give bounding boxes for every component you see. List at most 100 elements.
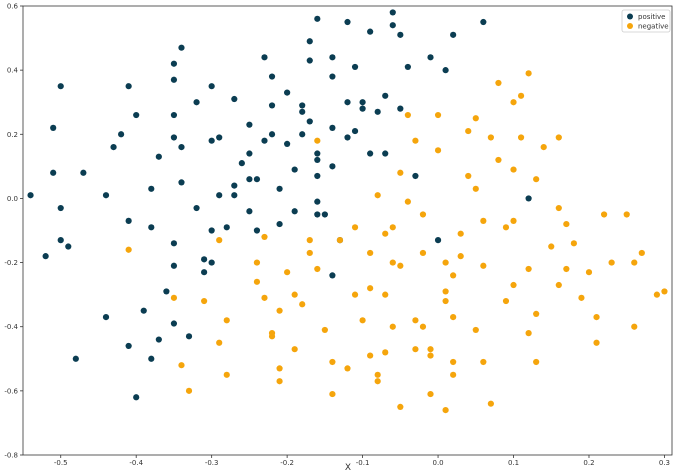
point-positive [185, 333, 193, 340]
point-negative [434, 147, 442, 154]
point-positive [261, 137, 268, 144]
point-negative [533, 176, 540, 183]
point-positive [389, 22, 396, 29]
point-negative [600, 211, 608, 218]
point-positive [201, 269, 208, 276]
point-positive [389, 9, 396, 16]
point-positive [480, 18, 487, 26]
point-negative [563, 220, 570, 228]
point-positive [231, 182, 238, 189]
point-positive [140, 307, 147, 314]
point-positive [57, 237, 64, 244]
point-negative [419, 211, 427, 218]
point-negative [525, 330, 532, 337]
point-negative [465, 127, 472, 135]
legend-marker-negative [627, 23, 633, 29]
point-positive [525, 195, 532, 202]
point-negative [487, 400, 494, 407]
point-positive [314, 156, 321, 164]
point-negative [578, 294, 585, 301]
point-positive [155, 153, 162, 160]
point-positive [42, 253, 49, 260]
point-positive [299, 102, 306, 109]
point-positive [291, 166, 298, 173]
point-negative [457, 253, 464, 260]
point-negative [472, 185, 479, 192]
point-positive [208, 227, 215, 234]
point-positive [268, 102, 276, 109]
point-positive [268, 73, 276, 80]
point-positive [261, 54, 268, 61]
point-negative [329, 358, 336, 366]
legend: positive negative [621, 9, 671, 33]
point-negative [555, 134, 562, 141]
point-positive [50, 169, 57, 176]
legend-marker-positive [627, 13, 633, 20]
point-positive [65, 243, 72, 250]
x-tick-label: -0.5 [54, 459, 68, 467]
point-positive [404, 63, 411, 71]
y-tick-label: 0.2 [7, 131, 18, 139]
plot-frame [22, 5, 673, 456]
point-positive [148, 355, 155, 362]
point-positive [299, 108, 306, 115]
point-negative [321, 326, 328, 334]
point-negative [638, 249, 645, 257]
x-tick-label: 0.3 [659, 459, 670, 467]
point-negative [374, 192, 381, 199]
point-negative [510, 217, 517, 224]
y-tick-label: -0.8 [4, 452, 18, 460]
point-positive [102, 313, 110, 321]
point-positive [208, 83, 215, 90]
point-negative [465, 172, 472, 180]
point-positive [133, 111, 140, 119]
point-negative [555, 281, 562, 289]
point-negative [472, 326, 479, 334]
point-negative [480, 262, 487, 269]
point-negative [216, 237, 223, 244]
point-negative [570, 240, 577, 247]
point-negative [389, 224, 396, 231]
point-negative [585, 269, 593, 276]
point-negative [412, 346, 419, 353]
point-negative [608, 259, 615, 266]
point-negative [314, 265, 321, 273]
point-negative [336, 237, 344, 244]
point-negative [216, 339, 223, 346]
point-positive [382, 92, 389, 99]
x-tick-label: -0.3 [205, 459, 219, 467]
point-positive [351, 127, 359, 135]
point-positive [208, 259, 215, 266]
legend-label-negative: negative [638, 23, 669, 31]
point-positive [178, 44, 185, 51]
point-positive [314, 211, 321, 218]
x-axis: -0.5 -0.4 -0.3 -0.2 -0.1 0.0 0.1 0.2 0.3 [54, 455, 670, 467]
point-positive [253, 176, 261, 183]
point-positive [170, 240, 178, 247]
point-positive [118, 131, 125, 138]
point-negative [517, 92, 525, 99]
y-tick-label: 0.6 [7, 3, 19, 11]
point-positive [133, 394, 140, 401]
point-negative [397, 403, 404, 410]
point-negative [525, 265, 532, 273]
legend-box [621, 9, 671, 33]
point-negative [419, 249, 427, 257]
x-tick-label: 0.1 [508, 459, 519, 467]
point-negative [253, 259, 261, 266]
y-tick-label: 0.0 [7, 195, 18, 203]
point-positive [268, 131, 276, 138]
point-negative [178, 362, 185, 369]
point-positive [359, 105, 366, 112]
point-positive [216, 192, 223, 199]
point-negative [510, 99, 517, 106]
point-positive [216, 134, 223, 141]
point-positive [329, 163, 336, 170]
point-positive [246, 121, 253, 128]
point-positive [351, 63, 359, 71]
point-negative [502, 224, 510, 231]
point-negative [185, 387, 193, 394]
point-positive [155, 336, 162, 343]
point-positive [170, 262, 178, 269]
point-negative [306, 249, 313, 257]
